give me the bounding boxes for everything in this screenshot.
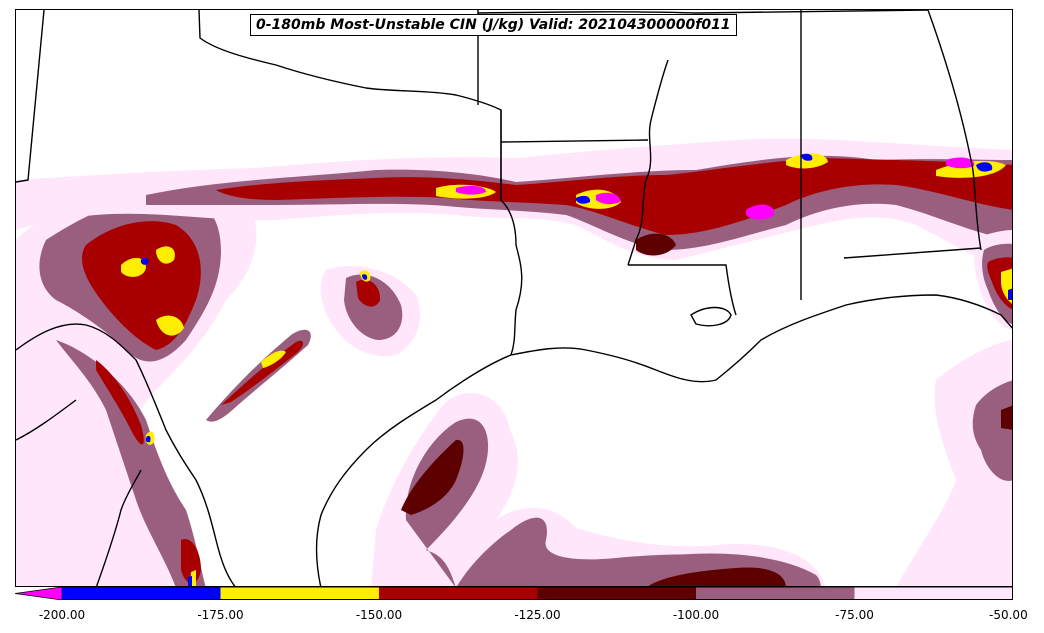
mexico-state-border-b	[16, 399, 77, 441]
colorbar-tick-label: -75.00	[835, 608, 874, 622]
east-edge-blue	[1008, 288, 1012, 300]
arklatex-darkred-cell	[636, 233, 676, 256]
alabama-florida-border	[843, 247, 982, 259]
colorbar-under-triangle	[15, 587, 63, 600]
colorbar-tick-label: -125.00	[514, 608, 561, 622]
colorbar-segment	[854, 587, 1013, 600]
texas-diagonal-streak-yellow	[261, 350, 286, 368]
mexico-state-border-a	[95, 469, 142, 586]
west-texas-yellow-b	[156, 246, 175, 264]
north-band-blue-b	[801, 153, 813, 161]
colorbar-segment	[696, 587, 855, 600]
colorbar-segment	[537, 587, 696, 600]
gulf-darkred-east	[1001, 405, 1012, 430]
colorbar-tick-label: -50.00	[989, 608, 1028, 622]
mississippi-river-border	[627, 59, 669, 266]
colorbar-outline	[62, 587, 1013, 600]
colorbar-tick-label: -175.00	[197, 608, 244, 622]
north-band-magenta-c	[746, 204, 775, 220]
northern-cin-band	[16, 138, 1012, 270]
land-cin-field	[16, 182, 420, 586]
colorbar-segment	[379, 587, 538, 600]
gulf-darkred-south	[648, 567, 786, 586]
colorbar-segment	[62, 587, 221, 600]
rio-grande-border	[16, 323, 236, 586]
boundaries	[16, 10, 1012, 586]
missouri-arkansas-border	[477, 11, 697, 14]
north-band-magenta-b	[596, 192, 621, 205]
gulf-cin-field	[371, 340, 1012, 586]
texas-coastline	[315, 354, 512, 586]
north-band-magenta-a	[456, 185, 486, 195]
gulf-darkred-core	[401, 439, 464, 515]
colorbar	[15, 587, 1013, 600]
map-panel	[15, 9, 1013, 587]
north-band-magenta-d	[946, 157, 975, 169]
mexico-blue-a	[145, 435, 151, 443]
west-texas-yellow-a	[121, 257, 146, 277]
east-edge-cin	[974, 230, 1012, 330]
west-texas-blue-a	[140, 257, 149, 265]
louisiana-mississippi-border	[628, 264, 737, 316]
colorbar-tick-label: -150.00	[355, 608, 403, 622]
north-band-blue-c	[976, 162, 993, 172]
arkansas-louisiana-border	[500, 139, 649, 143]
tennessee-border	[695, 10, 929, 14]
mexico-blue-south	[188, 576, 192, 586]
gulf-coastline	[510, 294, 1012, 383]
cin-map	[16, 10, 1012, 586]
colorbar-tick-label: -200.00	[38, 608, 86, 622]
west-texas-yellow-c	[156, 315, 184, 336]
texas-oklahoma-border	[198, 10, 502, 200]
mexico-darkred-strip	[96, 360, 144, 445]
north-band-blue-a	[576, 195, 591, 204]
gulf-mauve-east	[972, 380, 1012, 481]
lake-pontchartrain	[690, 306, 732, 327]
central-texas-blue	[362, 274, 368, 280]
colorbar-tick-label: -100.00	[672, 608, 720, 622]
central-texas-darkred	[356, 279, 381, 307]
alabama-georgia-border	[927, 10, 982, 251]
map-title: 0-180mb Most-Unstable CIN (J/kg) Valid: …	[250, 14, 737, 36]
mexico-mauve-strip	[56, 340, 206, 586]
colorbar-segment	[220, 587, 379, 600]
north-band-yellow-c	[786, 153, 828, 169]
texas-louisiana-border	[500, 110, 523, 356]
texas-diagonal-streak-red	[221, 340, 304, 405]
texas-panhandle-west-border	[16, 10, 45, 183]
